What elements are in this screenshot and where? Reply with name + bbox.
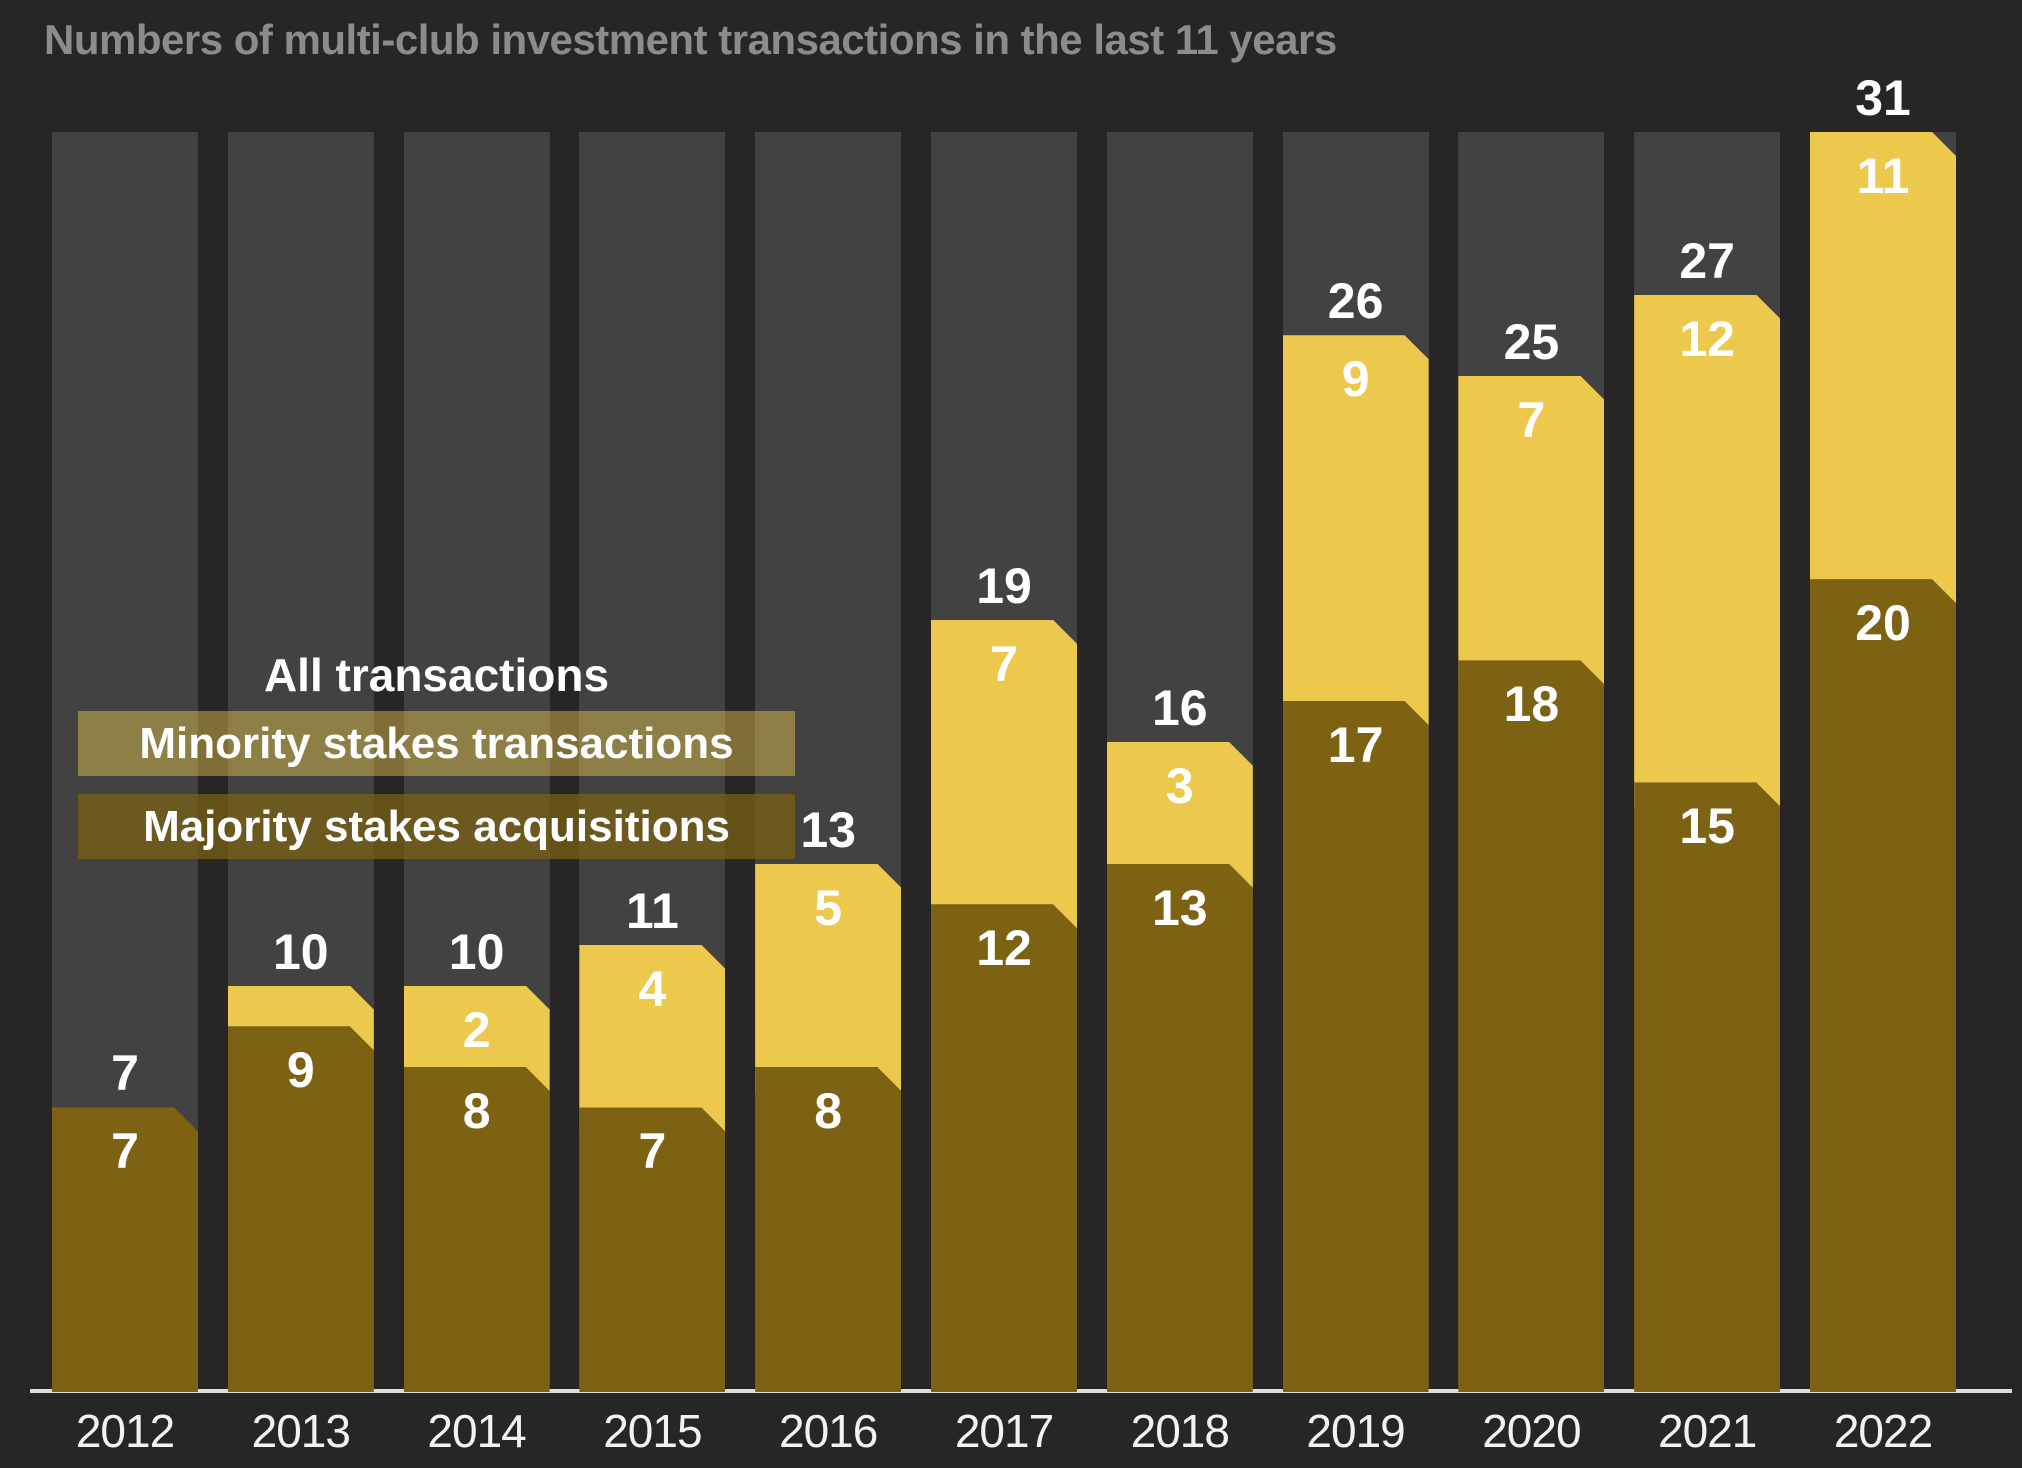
minority-value-label: 9 <box>1341 351 1370 408</box>
year-label: 2021 <box>1658 1405 1757 1457</box>
minority-value-label: 3 <box>1165 757 1194 814</box>
majority-value-label: 18 <box>1503 676 1560 733</box>
total-label: 26 <box>1327 273 1384 330</box>
year-label: 2018 <box>1130 1405 1230 1457</box>
majority-segment <box>1634 782 1780 1392</box>
minority-value-label: 11 <box>1856 148 1910 204</box>
year-label: 2020 <box>1482 1405 1581 1457</box>
minority-segment <box>1283 335 1429 727</box>
total-label: 11 <box>625 882 679 939</box>
total-label: 27 <box>1679 232 1735 289</box>
minority-value-label: 4 <box>638 960 667 1017</box>
year-label: 2022 <box>1833 1405 1933 1457</box>
total-label: 16 <box>1151 679 1208 736</box>
majority-value-label: 7 <box>111 1123 139 1180</box>
minority-segment <box>579 945 725 1134</box>
legend-all-transactions: All transactions <box>263 649 610 701</box>
majority-value-label: 8 <box>462 1082 491 1139</box>
minority-segment <box>1458 376 1604 687</box>
majority-segment <box>1810 579 1956 1392</box>
majority-segment <box>1283 701 1429 1392</box>
minority-segment <box>931 620 1077 931</box>
majority-value-label: 13 <box>1151 879 1208 936</box>
majority-value-label: 8 <box>814 1082 843 1139</box>
majority-segment <box>52 1107 198 1392</box>
majority-segment <box>228 1026 374 1392</box>
total-label: 31 <box>1855 70 1911 126</box>
year-label: 2019 <box>1306 1405 1405 1457</box>
majority-value-label: 15 <box>1679 798 1735 855</box>
chart-title: Numbers of multi-club investment transac… <box>44 16 1337 63</box>
total-label: 7 <box>111 1045 139 1102</box>
total-label: 10 <box>448 923 505 980</box>
majority-segment <box>579 1107 725 1392</box>
majority-value-label: 9 <box>286 1042 315 1099</box>
minority-segment <box>1634 295 1780 809</box>
year-label: 2015 <box>603 1405 702 1457</box>
majority-value-label: 20 <box>1855 595 1911 652</box>
majority-segment <box>755 1067 901 1392</box>
majority-segment <box>404 1067 550 1392</box>
minority-value-label: 2 <box>462 1001 491 1058</box>
minority-value-label: 7 <box>990 635 1018 692</box>
year-label: 2017 <box>954 1405 1054 1457</box>
minority-segment <box>1810 132 1956 605</box>
majority-value-label: 17 <box>1327 717 1384 774</box>
minority-segment <box>755 864 901 1093</box>
total-label: 19 <box>976 557 1032 614</box>
year-label: 2013 <box>251 1405 351 1457</box>
majority-segment <box>1107 864 1253 1392</box>
minority-value-label: 7 <box>1517 391 1546 448</box>
year-label: 2014 <box>427 1405 526 1457</box>
legend-minority-stakes: Minority stakes transactions <box>78 711 795 776</box>
minority-value-label: 12 <box>1679 310 1735 367</box>
total-label: 13 <box>800 801 856 858</box>
majority-value-label: 7 <box>638 1123 667 1180</box>
majority-value-label: 12 <box>976 920 1032 977</box>
majority-segment <box>931 904 1077 1392</box>
year-label: 2016 <box>779 1405 878 1457</box>
legend-majority-stakes: Majority stakes acquisitions <box>78 794 795 859</box>
year-label: 2012 <box>75 1405 175 1457</box>
majority-segment <box>1458 660 1604 1392</box>
total-label: 10 <box>272 923 329 980</box>
total-label: 25 <box>1503 313 1560 370</box>
minority-value-label: 5 <box>814 879 843 936</box>
